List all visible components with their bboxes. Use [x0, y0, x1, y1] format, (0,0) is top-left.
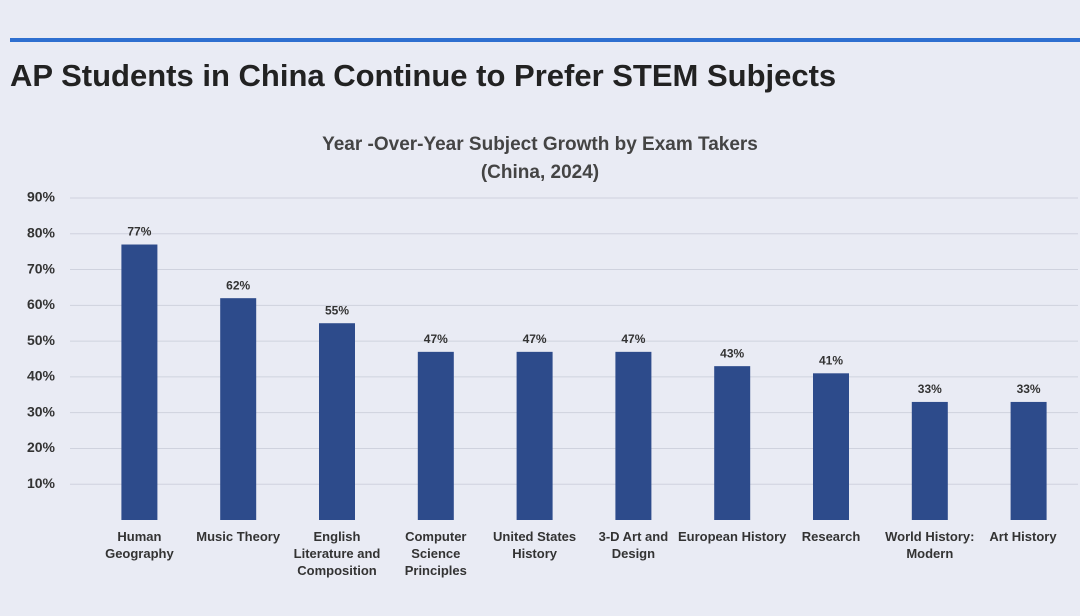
chart-note: (China, 2024) — [480, 162, 600, 183]
bar — [714, 366, 751, 520]
value-label: 62% — [226, 278, 250, 292]
y-tick-label: 70% — [27, 260, 56, 276]
bar — [516, 351, 553, 520]
y-tick-label: 20% — [27, 439, 56, 455]
value-label: 77% — [127, 225, 151, 239]
x-tick-label: Music Theory — [196, 529, 281, 544]
bar — [813, 373, 849, 520]
y-tick-label: 90% — [27, 189, 56, 205]
value-label: 33% — [1017, 382, 1041, 396]
bar — [417, 351, 454, 520]
value-label: 43% — [720, 346, 744, 360]
x-tick-label: World History: Modern — [885, 529, 975, 561]
bar — [319, 323, 355, 520]
bar — [911, 401, 948, 520]
header-rule — [10, 38, 1080, 42]
value-label: 33% — [918, 382, 942, 396]
x-tick-label: English Literature and Composition — [293, 529, 381, 578]
y-tick-label: 10% — [27, 475, 56, 491]
x-tick-label: Computer Science Principles — [404, 529, 467, 578]
value-label: 47% — [523, 332, 547, 346]
value-label: 55% — [325, 303, 349, 317]
y-tick-label: 50% — [27, 332, 56, 348]
bar — [1010, 401, 1047, 520]
y-tick-label: 80% — [27, 224, 56, 240]
chart-subtitle: Year -Over-Year Subject Growth by Exam T… — [322, 134, 758, 155]
x-tick-label: Human Geography — [105, 529, 174, 561]
x-tick-label: 3-D Art and Design — [598, 529, 669, 561]
x-tick-label: Research — [801, 529, 861, 544]
value-label: 47% — [424, 332, 448, 346]
bar — [220, 298, 257, 520]
y-tick-label: 40% — [27, 368, 56, 384]
y-tick-label: 60% — [27, 296, 56, 312]
value-label: 47% — [621, 332, 645, 346]
value-label: 41% — [819, 353, 843, 367]
slide-title: AP Students in China Continue to Prefer … — [10, 58, 837, 93]
x-tick-label: United States History — [493, 529, 577, 561]
x-tick-label: European History — [678, 529, 787, 544]
y-tick-label: 30% — [27, 403, 56, 419]
bar — [121, 244, 158, 520]
x-tick-label: Art History — [989, 529, 1057, 544]
bar — [615, 351, 652, 520]
